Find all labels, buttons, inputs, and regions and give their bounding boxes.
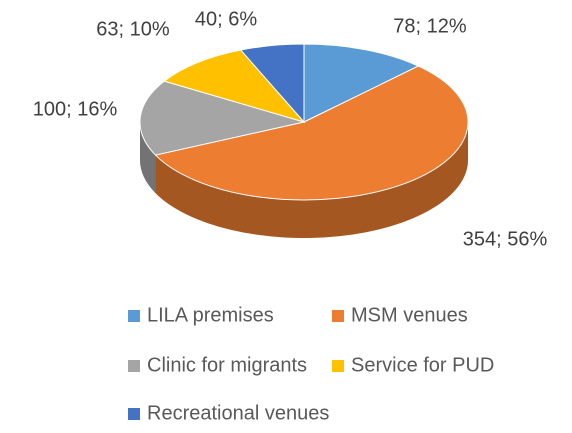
- legend-label: Service for PUD: [351, 354, 494, 376]
- legend-swatch: [128, 310, 140, 322]
- slice-side-shade: [155, 122, 469, 238]
- legend-label: MSM venues: [351, 304, 468, 326]
- legend-swatch: [128, 408, 140, 420]
- data-label: 100; 16%: [33, 98, 118, 120]
- data-label: 78; 12%: [393, 15, 467, 37]
- legend-label: Recreational venues: [147, 402, 329, 424]
- legend-swatch: [332, 310, 344, 322]
- slice: [239, 43, 305, 124]
- data-label: 354; 56%: [463, 228, 548, 250]
- legend-swatch: [332, 360, 344, 372]
- slice: [163, 49, 306, 123]
- legend-swatch: [128, 360, 140, 372]
- slice: [154, 65, 469, 201]
- legend-label: Clinic for migrants: [147, 354, 307, 376]
- slice: [303, 43, 420, 123]
- data-label: 63; 10%: [96, 18, 170, 40]
- slice-side: [155, 122, 469, 238]
- data-label: 40; 6%: [195, 8, 257, 30]
- legend-label: LILA premises: [147, 304, 274, 326]
- slice: [139, 80, 305, 156]
